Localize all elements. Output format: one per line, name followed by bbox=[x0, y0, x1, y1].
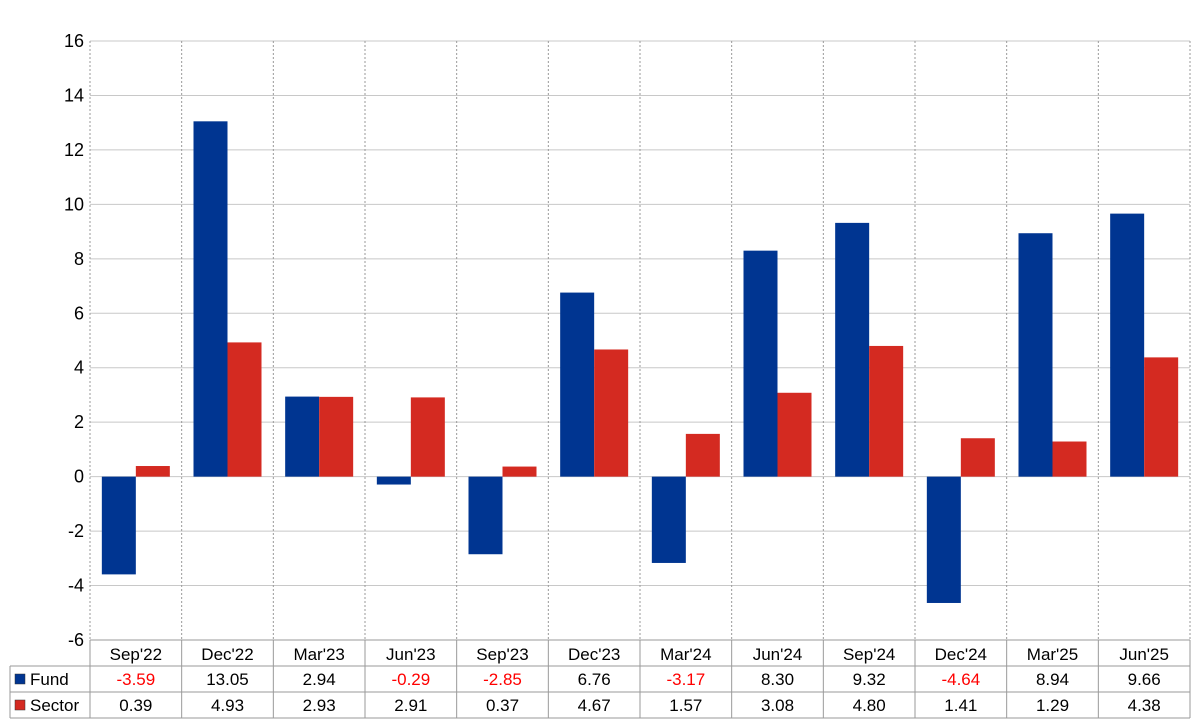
y-tick-label: 0 bbox=[74, 467, 84, 487]
data-label: 4.67 bbox=[578, 696, 611, 715]
x-tick-label: Dec'24 bbox=[935, 645, 987, 664]
x-tick-label: Sep'23 bbox=[476, 645, 528, 664]
sector-bar bbox=[777, 392, 812, 477]
data-label: -3.17 bbox=[666, 670, 705, 689]
data-label: 9.32 bbox=[853, 670, 886, 689]
data-label: 1.57 bbox=[669, 696, 702, 715]
y-tick-label: 14 bbox=[64, 85, 84, 105]
sector-bar bbox=[1052, 441, 1087, 477]
data-label: 4.80 bbox=[853, 696, 886, 715]
sector-bar bbox=[869, 345, 904, 477]
x-tick-label: Dec'22 bbox=[201, 645, 253, 664]
data-label: 4.38 bbox=[1128, 696, 1161, 715]
legend-label: Fund bbox=[30, 670, 69, 689]
y-tick-label: 4 bbox=[74, 358, 84, 378]
fund-bar bbox=[376, 476, 411, 485]
data-label: 2.91 bbox=[394, 696, 427, 715]
y-tick-label: -2 bbox=[68, 521, 84, 541]
data-label: -3.59 bbox=[116, 670, 155, 689]
data-label: -2.85 bbox=[483, 670, 522, 689]
fund-bar bbox=[1110, 213, 1145, 477]
sector-bar bbox=[685, 433, 720, 477]
fund-bar bbox=[560, 292, 595, 477]
fund-bar bbox=[743, 250, 778, 477]
x-tick-label: Jun'23 bbox=[386, 645, 436, 664]
sector-bar bbox=[410, 397, 445, 477]
data-label: 8.30 bbox=[761, 670, 794, 689]
x-tick-label: Jun'24 bbox=[753, 645, 803, 664]
y-tick-label: -4 bbox=[68, 576, 84, 596]
fund-bar bbox=[835, 222, 870, 477]
x-tick-label: Dec'23 bbox=[568, 645, 620, 664]
y-tick-label: 12 bbox=[64, 140, 84, 160]
data-label: 8.94 bbox=[1036, 670, 1069, 689]
data-label: 6.76 bbox=[578, 670, 611, 689]
fund-bar bbox=[651, 476, 686, 563]
fund-bar bbox=[101, 476, 136, 575]
x-tick-label: Mar'23 bbox=[293, 645, 344, 664]
x-tick-label: Sep'22 bbox=[110, 645, 162, 664]
y-tick-label: -6 bbox=[68, 630, 84, 650]
sector-bar bbox=[960, 438, 995, 477]
y-axis: 16 14 12 10 8 6 4 2 0 -2 -4 -6 bbox=[64, 31, 84, 650]
sector-bar bbox=[502, 466, 537, 477]
sector-bar bbox=[227, 342, 262, 477]
sector-bar bbox=[1144, 357, 1179, 477]
data-label: 2.94 bbox=[303, 670, 336, 689]
data-label: 13.05 bbox=[206, 670, 249, 689]
data-label: 9.66 bbox=[1128, 670, 1161, 689]
data-label: -4.64 bbox=[941, 670, 980, 689]
data-label: 4.93 bbox=[211, 696, 244, 715]
x-tick-label: Mar'24 bbox=[660, 645, 711, 664]
fund-bar bbox=[926, 476, 961, 603]
data-label: -0.29 bbox=[391, 670, 430, 689]
fund-bar bbox=[1018, 233, 1053, 477]
y-tick-label: 2 bbox=[74, 412, 84, 432]
data-label: 0.37 bbox=[486, 696, 519, 715]
bars bbox=[101, 121, 1179, 603]
data-label: 3.08 bbox=[761, 696, 794, 715]
sector-bar bbox=[594, 349, 629, 477]
legend-label: Sector bbox=[30, 696, 79, 715]
x-tick-label: Mar'25 bbox=[1027, 645, 1078, 664]
data-label: 1.29 bbox=[1036, 696, 1069, 715]
fund-legend-swatch bbox=[14, 673, 26, 685]
x-tick-label: Jun'25 bbox=[1119, 645, 1169, 664]
sector-bar bbox=[135, 466, 170, 477]
fund-bar bbox=[285, 396, 320, 477]
y-tick-label: 10 bbox=[64, 194, 84, 214]
y-tick-label: 16 bbox=[64, 31, 84, 51]
fund-bar bbox=[193, 121, 228, 477]
sector-legend-swatch bbox=[14, 699, 26, 711]
data-table: Sep'22 Dec'22 Mar'23 Jun'23 Sep'23 Dec'23 Mar'… bbox=[9, 639, 1191, 719]
y-tick-label: 6 bbox=[74, 303, 84, 323]
data-label: 1.41 bbox=[944, 696, 977, 715]
sector-bar bbox=[319, 396, 354, 477]
fund-bar bbox=[468, 476, 503, 555]
y-tick-label: 8 bbox=[74, 249, 84, 269]
data-label: 2.93 bbox=[303, 696, 336, 715]
data-label: 0.39 bbox=[119, 696, 152, 715]
x-tick-label: Sep'24 bbox=[843, 645, 895, 664]
